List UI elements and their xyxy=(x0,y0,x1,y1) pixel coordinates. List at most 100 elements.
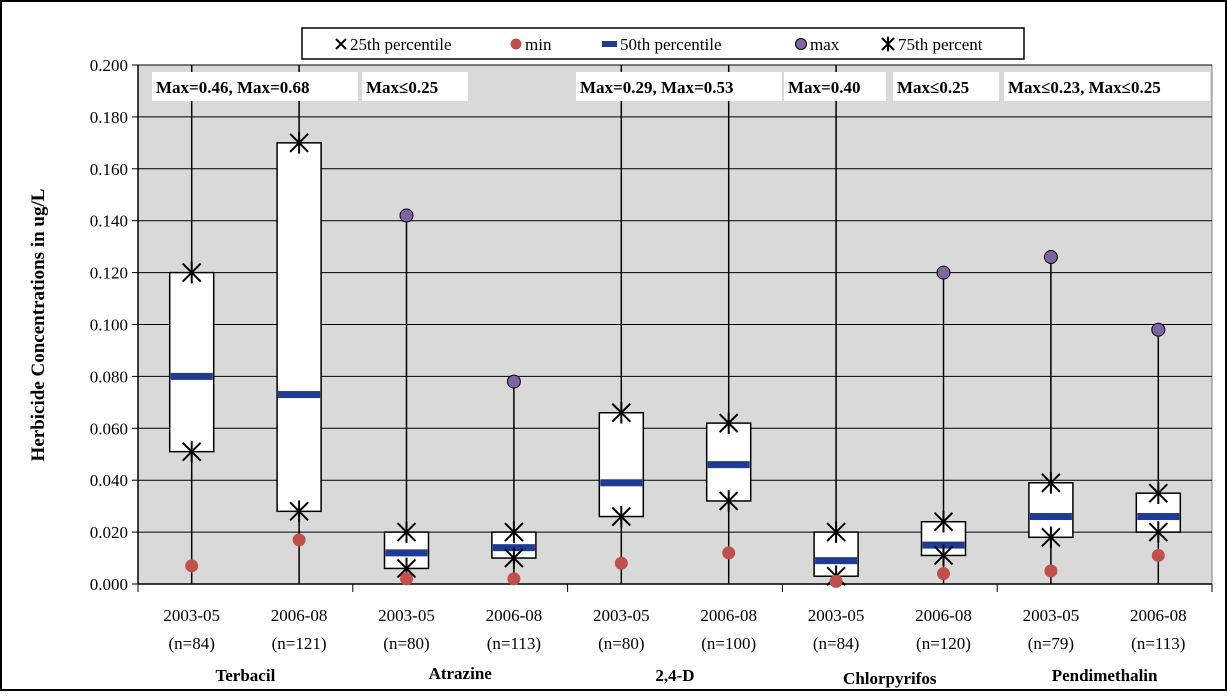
y-tick-label: 0.180 xyxy=(90,108,128,127)
p75-marker xyxy=(718,412,739,434)
legend: 25th percentile min 50th percentile max 75th… xyxy=(301,27,1025,60)
group-label: Pendimethalin xyxy=(1052,666,1158,685)
p25-marker-path xyxy=(1041,526,1061,549)
p75-marker-path xyxy=(181,261,202,284)
median-marker xyxy=(707,461,750,469)
y-tick-label: 0.160 xyxy=(90,160,128,179)
max-marker xyxy=(506,374,521,389)
p25-marker xyxy=(718,490,739,512)
median-marker xyxy=(278,391,321,399)
annotation-bg xyxy=(362,72,468,101)
box-10 xyxy=(1135,322,1182,584)
y-tick-label: 0.080 xyxy=(90,367,128,386)
annotation-box: Max=0.29, Max=0.53 xyxy=(576,72,782,101)
p25-marker xyxy=(504,547,524,569)
y-tick-label: 0.040 xyxy=(90,471,128,490)
p75-marker-path xyxy=(933,510,954,533)
p25-marker-path xyxy=(181,440,202,463)
min-marker xyxy=(937,567,950,581)
median-marker xyxy=(170,372,213,380)
p75-marker xyxy=(826,521,846,543)
max-marker xyxy=(399,208,414,223)
max-marker xyxy=(1043,250,1058,265)
p25-marker xyxy=(933,544,954,567)
annotation-text: Max≤0.23, Max≤0.25 xyxy=(1008,78,1161,97)
legend-entry: 25th percentile xyxy=(335,35,452,54)
annotation-text: Max≤0.25 xyxy=(366,78,438,97)
x-period-label: 2003-05 xyxy=(1023,606,1080,625)
x-period-label: 2003-05 xyxy=(163,606,220,625)
min-marker xyxy=(400,572,413,586)
x-count-label: (n=120) xyxy=(916,634,971,653)
median-marker xyxy=(385,549,428,557)
x-count-label: (n=79) xyxy=(1028,634,1074,653)
min-marker xyxy=(185,559,199,573)
annotation-box: Max=0.46, Max=0.68 xyxy=(152,72,358,101)
p25-marker-path xyxy=(1148,521,1169,543)
y-tick-label: 0.140 xyxy=(90,212,128,231)
y-tick-label: 0.060 xyxy=(90,419,128,438)
max-marker xyxy=(1151,322,1166,337)
min-marker xyxy=(722,546,736,560)
p75-marker-path xyxy=(826,521,846,543)
legend-entry: 75th percent xyxy=(881,35,983,54)
annotation-box: Max≤0.25 xyxy=(893,72,999,101)
p75-marker xyxy=(396,521,417,543)
star-icon-path xyxy=(881,36,895,52)
boxes-layer xyxy=(168,65,1182,588)
x-icon xyxy=(335,38,347,50)
blue-dash-icon xyxy=(602,41,617,47)
legend-label: 50th percentile xyxy=(620,35,722,54)
x-period-label: 2006-08 xyxy=(915,606,972,625)
box-7 xyxy=(813,65,859,588)
iqr-box xyxy=(276,142,322,513)
min-marker xyxy=(1044,564,1058,578)
star-icon xyxy=(881,36,895,52)
p75-marker-path xyxy=(611,401,632,424)
box-6 xyxy=(705,65,752,584)
x-count-label: (n=84) xyxy=(168,634,214,653)
p25-marker-path xyxy=(933,544,954,567)
p75-marker xyxy=(504,521,524,543)
p75-marker xyxy=(1148,482,1169,504)
annotation-bg xyxy=(784,72,886,101)
median-marker xyxy=(600,479,643,487)
p25-marker xyxy=(289,500,309,523)
group-label: Terbacil xyxy=(215,666,275,685)
legend-label: max xyxy=(810,35,840,54)
min-marker xyxy=(507,572,521,586)
p25-marker-path xyxy=(611,505,632,528)
box-2 xyxy=(276,65,322,584)
group-label: 2,4-D xyxy=(655,666,694,685)
y-tick-label: 0.020 xyxy=(90,523,128,542)
p75-marker-path xyxy=(289,132,309,154)
p75-marker xyxy=(933,510,954,533)
x-period-label: 2003-05 xyxy=(808,606,865,625)
iqr-box xyxy=(168,271,215,453)
x-count-label: (n=80) xyxy=(383,634,429,653)
legend-entry: 50th percentile xyxy=(602,35,722,54)
y-axis-label: Herbicide Concentrations in ug/L xyxy=(28,189,49,462)
x-period-label: 2006-08 xyxy=(486,606,543,625)
y-tick-label: 0.000 xyxy=(90,575,128,594)
p25-marker xyxy=(181,440,202,463)
annotation-box: Max≤0.25 xyxy=(362,72,468,101)
box-3 xyxy=(383,208,430,586)
p25-marker xyxy=(1148,521,1169,543)
purple-dot-icon xyxy=(795,38,807,50)
annotation-bg xyxy=(576,72,782,101)
median-marker xyxy=(1137,513,1180,521)
p25-marker-path xyxy=(718,490,739,512)
max-annotations: Max=0.46, Max=0.68 Max≤0.25 Max=0.29, Max=… xyxy=(152,72,1210,101)
annotation-text: Max≤0.25 xyxy=(897,78,969,97)
p75-marker-path xyxy=(396,521,417,543)
annotation-box: Max=0.40 xyxy=(784,72,886,101)
legend-label: min xyxy=(525,35,552,54)
p75-marker xyxy=(611,401,632,424)
legend-box xyxy=(301,27,1025,60)
box-8 xyxy=(920,265,967,584)
x-period-label: 2006-08 xyxy=(271,606,328,625)
x-count-label: (n=80) xyxy=(598,634,644,653)
